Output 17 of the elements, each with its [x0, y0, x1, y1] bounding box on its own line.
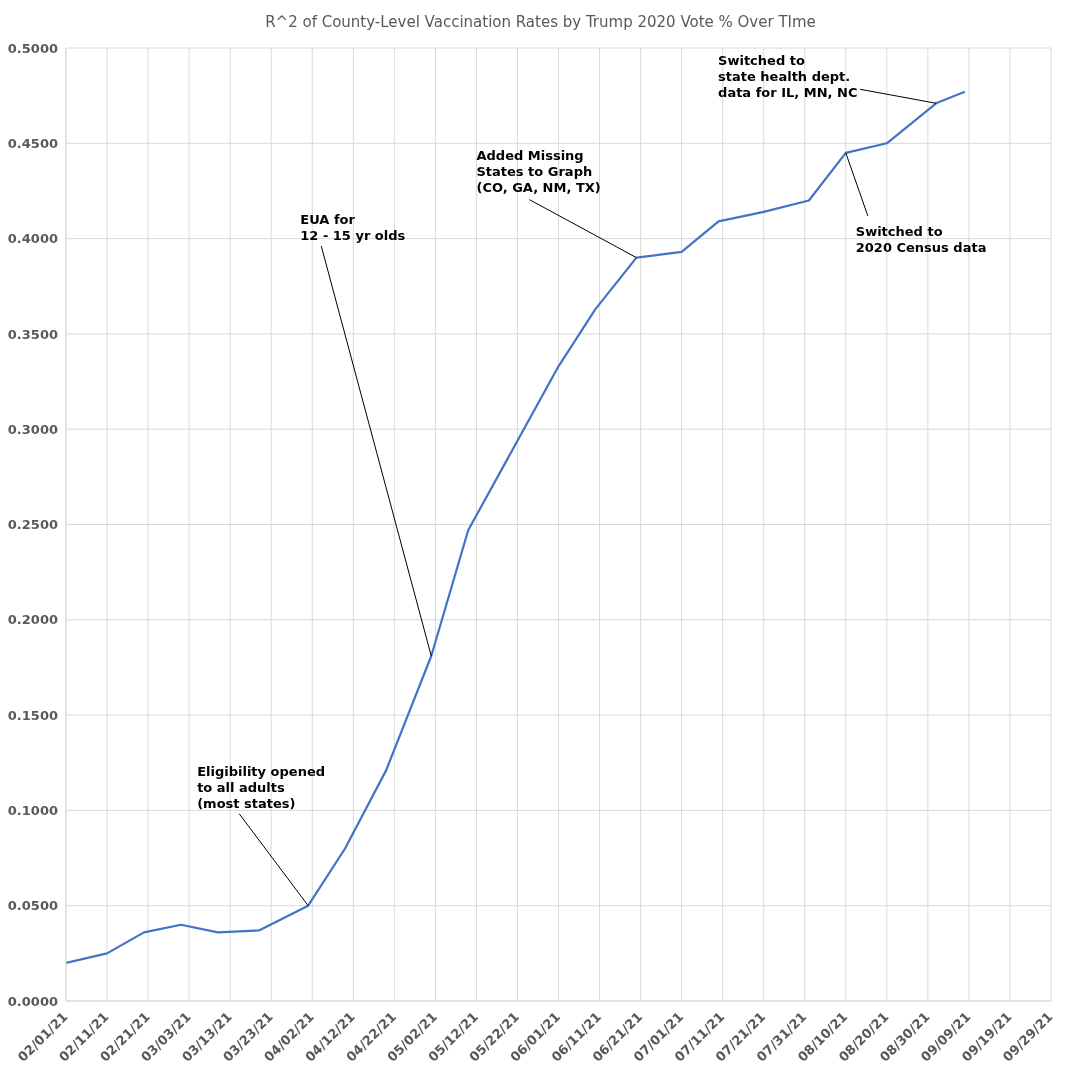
y-tick-label: 0.1000 [7, 803, 58, 819]
y-tick-label: 0.4500 [7, 135, 58, 151]
y-tick-label: 0.2000 [7, 612, 58, 628]
annotation: Switched to 2020 Census data [855, 223, 987, 255]
annotation: Switched to state health dept. data for IL, MN, NC [718, 53, 858, 101]
annotation: Eligibility opened to all adults (most states) [197, 763, 326, 811]
y-tick-label: 0.4000 [7, 231, 58, 247]
annotation: Added Missing States to Graph (CO, GA, NM, TX) [476, 147, 601, 195]
y-tick-label: 0.3000 [7, 421, 58, 437]
y-tick-label: 0.0000 [7, 993, 58, 1009]
y-tick-label: 0.5000 [7, 40, 58, 56]
y-tick-label: 0.1500 [7, 707, 58, 723]
y-tick-label: 0.3500 [7, 326, 58, 342]
chart-title: R^2 of County-Level Vaccination Rates by Trump 2020 Vote % Over TIme [264, 12, 817, 33]
annotation: EUA for 12 - 15 yr olds [300, 212, 406, 244]
y-tick-label: 0.2500 [7, 517, 58, 533]
y-tick-label: 0.0500 [7, 898, 58, 914]
